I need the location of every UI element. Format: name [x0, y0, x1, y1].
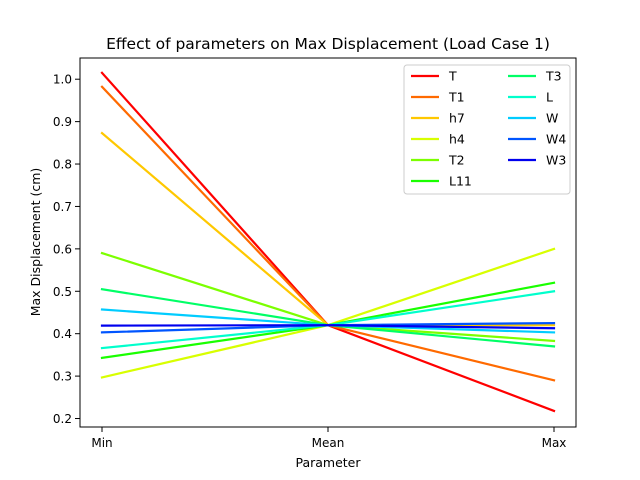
legend-item-w3: W3	[508, 153, 566, 168]
x-tick-label: Mean	[312, 436, 345, 450]
legend-item-t3: T3	[508, 69, 562, 84]
legend-item-l: L	[508, 90, 553, 105]
chart-title: Effect of parameters on Max Displacement…	[106, 35, 550, 53]
legend-label: T3	[545, 69, 562, 84]
legend-item-t2: T2	[411, 153, 465, 168]
y-tick-label: 0.3	[53, 370, 72, 384]
legend-item-t: T	[411, 69, 457, 84]
y-tick-label: 1.0	[53, 73, 72, 87]
y-tick-label: 0.6	[53, 242, 72, 256]
y-tick-label: 0.5	[53, 285, 72, 299]
legend-item-l11: L11	[411, 174, 472, 189]
y-tick-label: 0.4	[53, 327, 72, 341]
y-tick-label: 0.7	[53, 200, 72, 214]
x-tick-label: Max	[542, 436, 567, 450]
legend-item-h4: h4	[411, 132, 465, 147]
y-axis-label: Max Displacement (cm)	[28, 168, 43, 317]
x-axis-label: Parameter	[295, 455, 361, 470]
x-axis: Min Mean Max	[91, 427, 566, 450]
legend-item-w: W	[508, 111, 558, 126]
x-tick-label: Min	[91, 436, 112, 450]
legend-label: W	[546, 111, 558, 126]
legend-item-h7: h7	[411, 111, 465, 126]
legend-label: W3	[546, 153, 566, 168]
legend: T T1 h7 h4 T2 L11 T3 LW W4 W3	[403, 64, 571, 195]
legend-label: T	[448, 69, 457, 84]
legend-frame	[403, 64, 571, 195]
legend-label: h7	[449, 111, 465, 126]
y-tick-label: 0.2	[53, 412, 72, 426]
y-axis: 0.2 0.3 0.4 0.5 0.6 0.7 0.8 0.9 1.0	[53, 73, 80, 426]
legend-label: L11	[449, 174, 472, 189]
y-tick-label: 0.8	[53, 158, 72, 172]
legend-label: L	[546, 90, 553, 105]
legend-label: T1	[448, 90, 465, 105]
legend-item-t1: T1	[411, 90, 465, 105]
legend-label: W4	[546, 132, 566, 147]
series-layer	[100, 71, 556, 413]
legend-item-w4: W4	[508, 132, 566, 147]
legend-label: h4	[449, 132, 465, 147]
y-tick-label: 0.9	[53, 115, 72, 129]
series-line-w3	[100, 324, 556, 330]
legend-label: T2	[448, 153, 465, 168]
